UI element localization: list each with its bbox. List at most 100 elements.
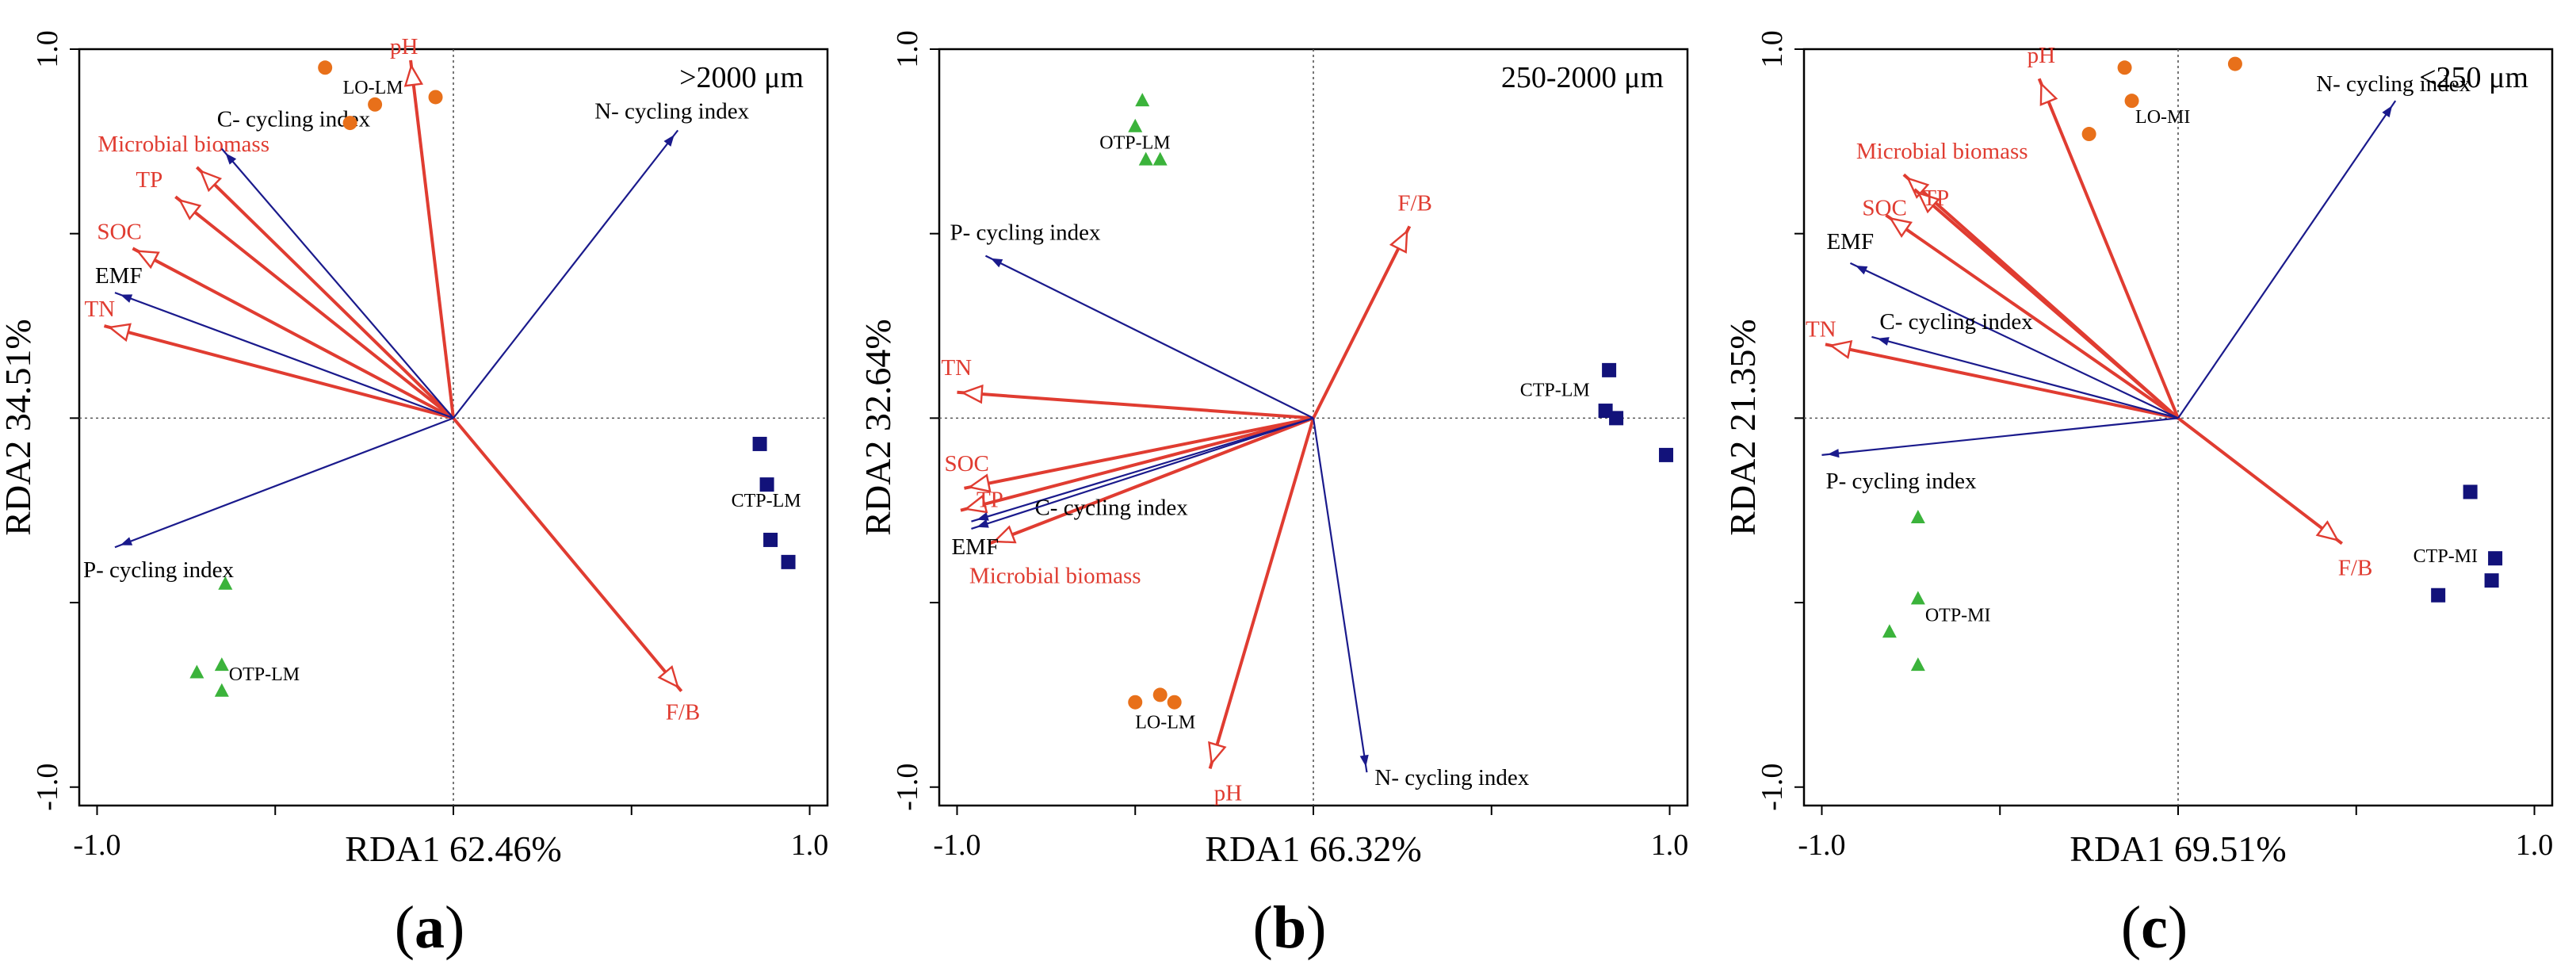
panel-label: (a) [395, 894, 465, 961]
arrow-label: pH [390, 34, 419, 59]
arrow-label: P- cycling index [1825, 469, 1977, 494]
arrow-label: P- cycling index [950, 220, 1101, 246]
arrow-label: Microbial biomass [969, 564, 1141, 589]
point-otp-mi [1910, 591, 1925, 605]
arrow-c-cycling-index [220, 147, 454, 419]
arrow-emf [114, 292, 454, 419]
arrow-label: SOC [97, 219, 141, 244]
x-tick-label: 1.0 [791, 829, 829, 862]
group-label: CTP-LM [1520, 380, 1590, 400]
arrow-label: pH [1214, 780, 1243, 806]
point-lo-lm [428, 90, 443, 105]
point-ctp-lm [1602, 362, 1617, 377]
arrow-emf [971, 417, 1314, 530]
arrow-ph [403, 59, 455, 419]
arrow-f-b [452, 417, 683, 693]
y-tick-label: -1.0 [891, 764, 924, 811]
arrow-f-b [2177, 416, 2343, 545]
arrow-label: TN [84, 297, 115, 322]
point-otp-mi [1882, 624, 1897, 638]
arrow-label: pH [2028, 43, 2056, 68]
arrow-tn [957, 384, 1314, 420]
arrow-emf [1849, 262, 2179, 419]
arrow-n-cycling-index [453, 129, 679, 419]
arrow-microbial-biomass [195, 166, 455, 419]
point-lo-lm [1128, 695, 1143, 710]
arrow-tp [960, 416, 1314, 514]
arrow-n-cycling-index [2177, 100, 2397, 419]
point-ctp-lm [781, 554, 796, 569]
arrow-p-cycling-index [1821, 417, 2179, 458]
y-tick-label: 1.0 [31, 30, 64, 68]
x-tick-label: -1.0 [933, 829, 980, 862]
point-ctp-lm [1609, 411, 1624, 426]
x-axis-title: RDA1 62.46% [345, 829, 561, 869]
x-tick-label: 1.0 [1651, 829, 1689, 862]
arrow-soc [132, 247, 454, 420]
arrow-p-cycling-index [114, 417, 454, 549]
point-lo-lm [368, 97, 383, 112]
group-label: OTP-LM [229, 664, 300, 685]
arrow-f-b [1312, 225, 1412, 419]
size-class-title: <250 μm [2419, 61, 2528, 94]
arrow-label: TN [1806, 316, 1836, 342]
group-label: CTP-MI [2414, 546, 2478, 567]
arrow-tp [1913, 188, 2180, 419]
x-axis-title: RDA1 66.32% [1205, 829, 1421, 869]
arrow-p-cycling-index [984, 255, 1314, 419]
arrow-label: TP [1922, 186, 1949, 211]
point-ctp-lm [1659, 447, 1674, 462]
arrow-label: Microbial biomass [1856, 139, 2028, 164]
group-label: CTP-LM [732, 491, 801, 511]
y-axis-title: RDA2 34.51% [0, 319, 38, 535]
arrow-soc [1885, 213, 2180, 420]
point-ctp-mi [2431, 588, 2446, 603]
group-label: OTP-MI [1925, 605, 1991, 626]
point-otp-lm [214, 657, 229, 672]
point-ctp-lm [759, 477, 774, 492]
arrow-label: TP [977, 488, 1003, 513]
point-otp-lm [1152, 151, 1168, 166]
y-axis-title: RDA2 21.35% [1722, 319, 1763, 535]
point-ctp-mi [2488, 551, 2503, 566]
arrow-label: N- cycling index [594, 98, 749, 124]
panel-b: -1.0 1.0 1.0 -1.0 RDA1 66.32% RDA2 32.64% (b) 2… [858, 30, 1688, 961]
point-otp-mi [1910, 510, 1925, 524]
x-axis-title: RDA1 69.51% [2070, 829, 2286, 869]
arrow-label: EMF [951, 534, 999, 560]
y-axis-title: RDA2 32.64% [858, 319, 898, 535]
arrow-label: Microbial biomass [97, 132, 269, 157]
x-tick-label: -1.0 [73, 829, 120, 862]
point-ctp-lm [752, 436, 767, 451]
panel-a: -1.0 1.0 1.0 -1.0 RDA1 62.46% RDA2 34.51% (a) >… [0, 30, 828, 961]
point-lo-lm [1167, 695, 1182, 710]
x-tick-label: 1.0 [2516, 829, 2554, 862]
arrow-label: EMF [1826, 229, 1874, 255]
point-lo-mi [2081, 127, 2096, 142]
panel-c: -1.0 1.0 1.0 -1.0 RDA1 69.51% RDA2 21.35% (c) <… [1722, 30, 2553, 961]
arrow-label: C- cycling index [1034, 496, 1188, 521]
point-otp-lm [1138, 151, 1153, 166]
arrow-soc [964, 416, 1314, 493]
point-otp-lm [214, 683, 229, 697]
panel-label: (b) [1253, 894, 1327, 961]
arrow-label: F/B [666, 700, 701, 725]
arrow-label: N- cycling index [1374, 765, 1529, 790]
point-otp-lm [1128, 118, 1143, 132]
point-ctp-mi [2484, 573, 2499, 588]
point-otp-mi [1910, 657, 1925, 672]
arrow-tn [1825, 339, 2179, 420]
group-label: LO-LM [343, 78, 403, 98]
point-otp-lm [189, 664, 204, 679]
arrow-label: SOC [1862, 195, 1906, 220]
point-ctp-mi [2463, 484, 2478, 499]
y-tick-label: -1.0 [31, 764, 64, 811]
arrow-label: F/B [1397, 190, 1432, 216]
arrow-c-cycling-index [1871, 335, 2179, 419]
group-label: OTP-LM [1099, 133, 1170, 154]
point-ctp-lm [763, 532, 778, 547]
arrow-n-cycling-index [1312, 418, 1369, 773]
y-tick-label: 1.0 [891, 30, 924, 68]
y-tick-label: 1.0 [1756, 30, 1789, 68]
